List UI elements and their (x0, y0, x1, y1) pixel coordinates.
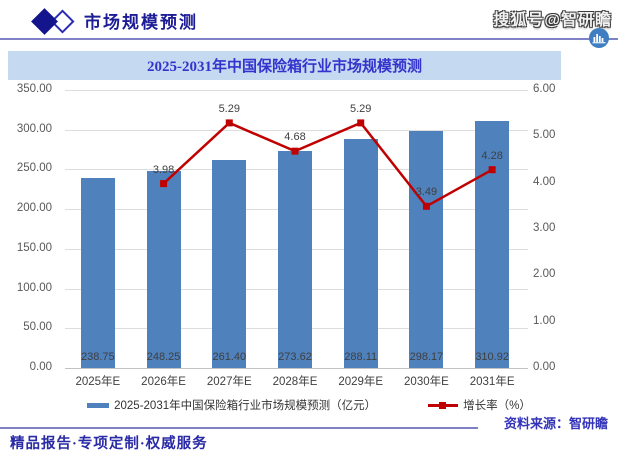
line-value-label: 5.29 (218, 102, 240, 115)
legend-bar-label: 2025-2031年中国保险箱行业市场规模预测（亿元） (114, 400, 377, 412)
page-title: 市场规模预测 (84, 13, 198, 32)
bar (278, 150, 312, 368)
chart-title-bar: 2025-2031年中国保险箱行业市场规模预测 (8, 51, 561, 80)
bar (409, 131, 444, 368)
bar (146, 170, 181, 368)
gridline (65, 90, 528, 91)
right-axis-tick: 0.00 (533, 361, 556, 373)
bar-swatch-icon (87, 402, 110, 408)
data-source: 资料来源：智研瞻 (503, 416, 608, 431)
right-axis-tick: 5.00 (533, 129, 556, 142)
bar-value-label: 273.62 (278, 351, 312, 363)
line-swatch-icon (428, 401, 459, 409)
bar (343, 139, 378, 368)
bar-value-label: 248.25 (146, 351, 181, 363)
right-axis-tick: 2.00 (533, 268, 556, 281)
legend-line-label: 增长率（%） (463, 400, 531, 412)
left-axis-tick: 100.00 (16, 281, 52, 294)
line-value-label: 3.98 (152, 163, 175, 176)
x-axis-label: 2028年E (272, 376, 318, 388)
x-axis-label: 2026年E (141, 376, 186, 388)
left-axis-tick: 250.00 (16, 162, 52, 175)
line-value-label: 4.28 (481, 149, 503, 162)
legend-item-line: 增长率（%） (428, 397, 531, 413)
footer-divider (0, 427, 478, 429)
x-axis-label: 2027年E (206, 376, 252, 388)
line-value-label: 3.49 (415, 186, 438, 199)
gridline (65, 368, 528, 369)
right-axis-tick: 1.00 (533, 314, 556, 327)
header-divider (0, 38, 618, 40)
legend: 2025-2031年中国保险箱行业市场规模预测（亿元） 增长率（%） (0, 397, 618, 413)
bar-value-label: 238.75 (81, 351, 115, 363)
bar-value-label: 298.17 (409, 351, 444, 363)
right-axis-tick: 6.00 (533, 83, 556, 95)
bar-value-label: 310.92 (475, 351, 509, 363)
line-marker (357, 119, 365, 127)
x-axis-label: 2025年E (75, 376, 121, 388)
left-axis-tick: 200.00 (16, 202, 52, 215)
left-axis-tick: 350.00 (16, 83, 52, 95)
brand-logo-icon (589, 28, 609, 48)
bar-value-label: 261.40 (212, 351, 247, 363)
footer-slogan: 精品报告·专项定制·权威服务 (10, 436, 208, 452)
chart-title: 2025-2031年中国保险箱行业市场规模预测 (147, 59, 422, 75)
watermark-text: 搜狐号@智研瞻 (493, 12, 612, 29)
legend-item-bar: 2025-2031年中国保险箱行业市场规模预测（亿元） (87, 397, 376, 413)
left-axis-tick: 300.00 (16, 122, 52, 135)
left-axis-tick: 150.00 (16, 241, 52, 254)
line-marker (225, 119, 233, 127)
bar (212, 160, 247, 368)
line-value-label: 4.68 (284, 131, 306, 144)
bar-value-label: 288.11 (344, 351, 378, 363)
bar (80, 178, 115, 368)
left-axis-tick: 0.00 (29, 361, 52, 373)
x-axis-label: 2029年E (338, 376, 384, 388)
x-axis-label: 2031年E (469, 376, 515, 388)
right-axis-tick: 4.00 (533, 175, 556, 188)
left-axis-tick: 50.00 (23, 321, 52, 334)
right-axis-tick: 3.00 (533, 222, 556, 234)
x-axis-label: 2030年E (404, 376, 449, 388)
line-value-label: 5.29 (349, 102, 372, 115)
